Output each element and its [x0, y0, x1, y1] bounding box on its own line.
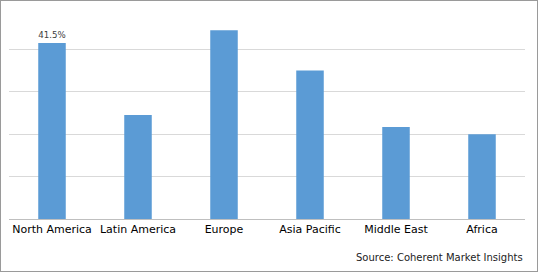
svg-text:Africa: Africa [466, 223, 497, 236]
svg-text:41.5%: 41.5% [38, 30, 66, 40]
svg-text:Latin America: Latin America [100, 223, 176, 236]
svg-text:Source: Coherent Market Insigh: Source: Coherent Market Insights [356, 252, 523, 263]
svg-text:Europe: Europe [205, 223, 244, 236]
svg-text:Asia Pacific: Asia Pacific [279, 223, 341, 236]
svg-text:North America: North America [12, 223, 92, 236]
svg-text:Middle East: Middle East [364, 223, 428, 236]
